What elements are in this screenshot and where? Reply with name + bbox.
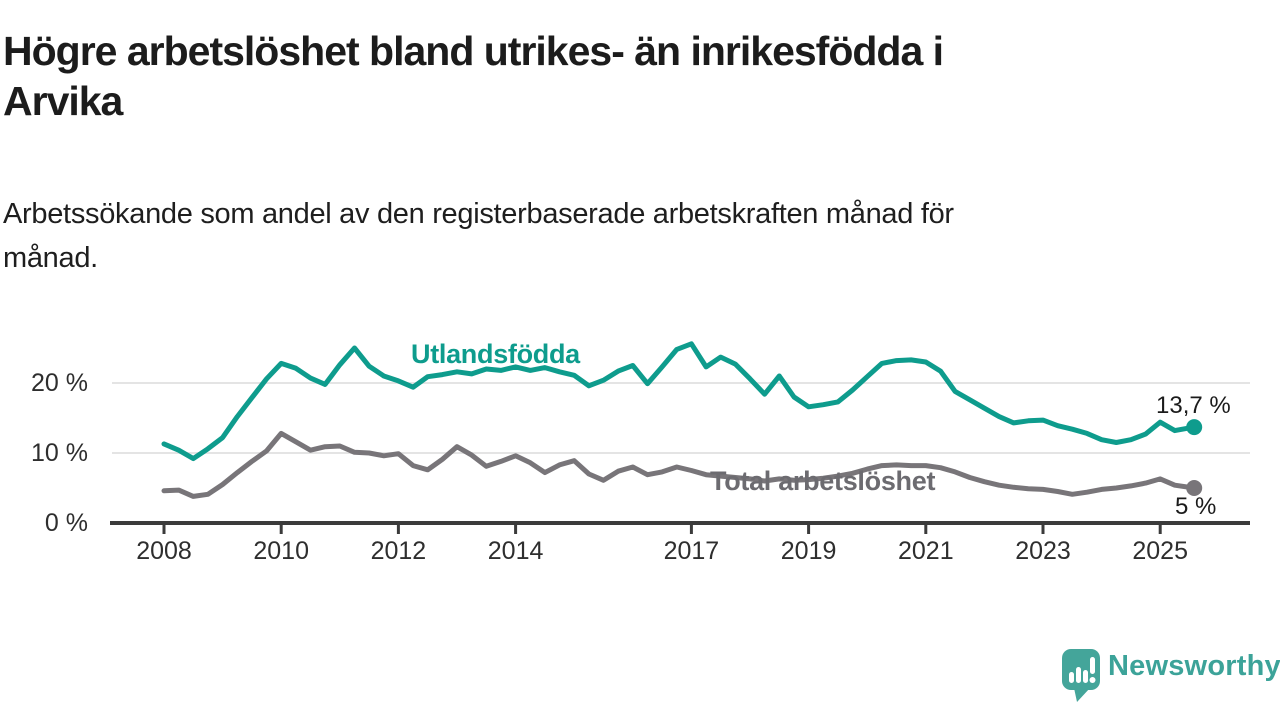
x-tick-label: 2012 bbox=[370, 537, 427, 565]
y-tick-label: 20 % bbox=[31, 369, 88, 397]
x-tick-label: 2010 bbox=[253, 537, 309, 565]
series-end-dot-0 bbox=[1186, 419, 1203, 436]
newsworthy-logo: Newsworthy bbox=[1058, 645, 1280, 705]
subtitle-line-2: månad. bbox=[3, 242, 98, 274]
series-line-1 bbox=[161, 430, 1197, 499]
series-label-utlandsfodda: Utlandsfödda bbox=[411, 339, 580, 369]
x-tick-label: 2014 bbox=[487, 537, 544, 565]
series-line-0 bbox=[161, 341, 1197, 462]
x-tick-label: 2021 bbox=[897, 537, 954, 565]
title-line-1: Högre arbetslöshet bland utrikes- än inr… bbox=[3, 28, 944, 74]
x-tick-label: 2019 bbox=[780, 537, 837, 565]
x-tick-label: 2023 bbox=[1015, 537, 1071, 565]
page-title: Högre arbetslöshet bland utrikes- än inr… bbox=[3, 26, 944, 126]
title-line-2: Arvika bbox=[3, 78, 123, 124]
end-value-label-total: 5 % bbox=[1175, 493, 1217, 520]
x-tick-label: 2008 bbox=[136, 537, 192, 565]
series-label-total-arbetsloshet: Total arbetslöshet bbox=[710, 466, 936, 496]
end-value-label-utlandsfodda: 13,7 % bbox=[1156, 392, 1231, 419]
newsworthy-speech-bubble-chart-icon bbox=[1062, 649, 1100, 702]
y-tick-label: 10 % bbox=[31, 439, 88, 467]
subtitle-line-1: Arbetssökande som andel av den registerb… bbox=[3, 198, 954, 230]
series-end-dot-1 bbox=[1186, 480, 1203, 496]
x-tick-label: 2017 bbox=[663, 537, 720, 565]
x-tick-label: 2025 bbox=[1132, 537, 1188, 565]
chart-subtitle: Arbetssökande som andel av den registerb… bbox=[3, 192, 954, 280]
y-tick-label: 0 % bbox=[44, 509, 88, 537]
newsworthy-logo-text: Newsworthy bbox=[1108, 650, 1280, 682]
